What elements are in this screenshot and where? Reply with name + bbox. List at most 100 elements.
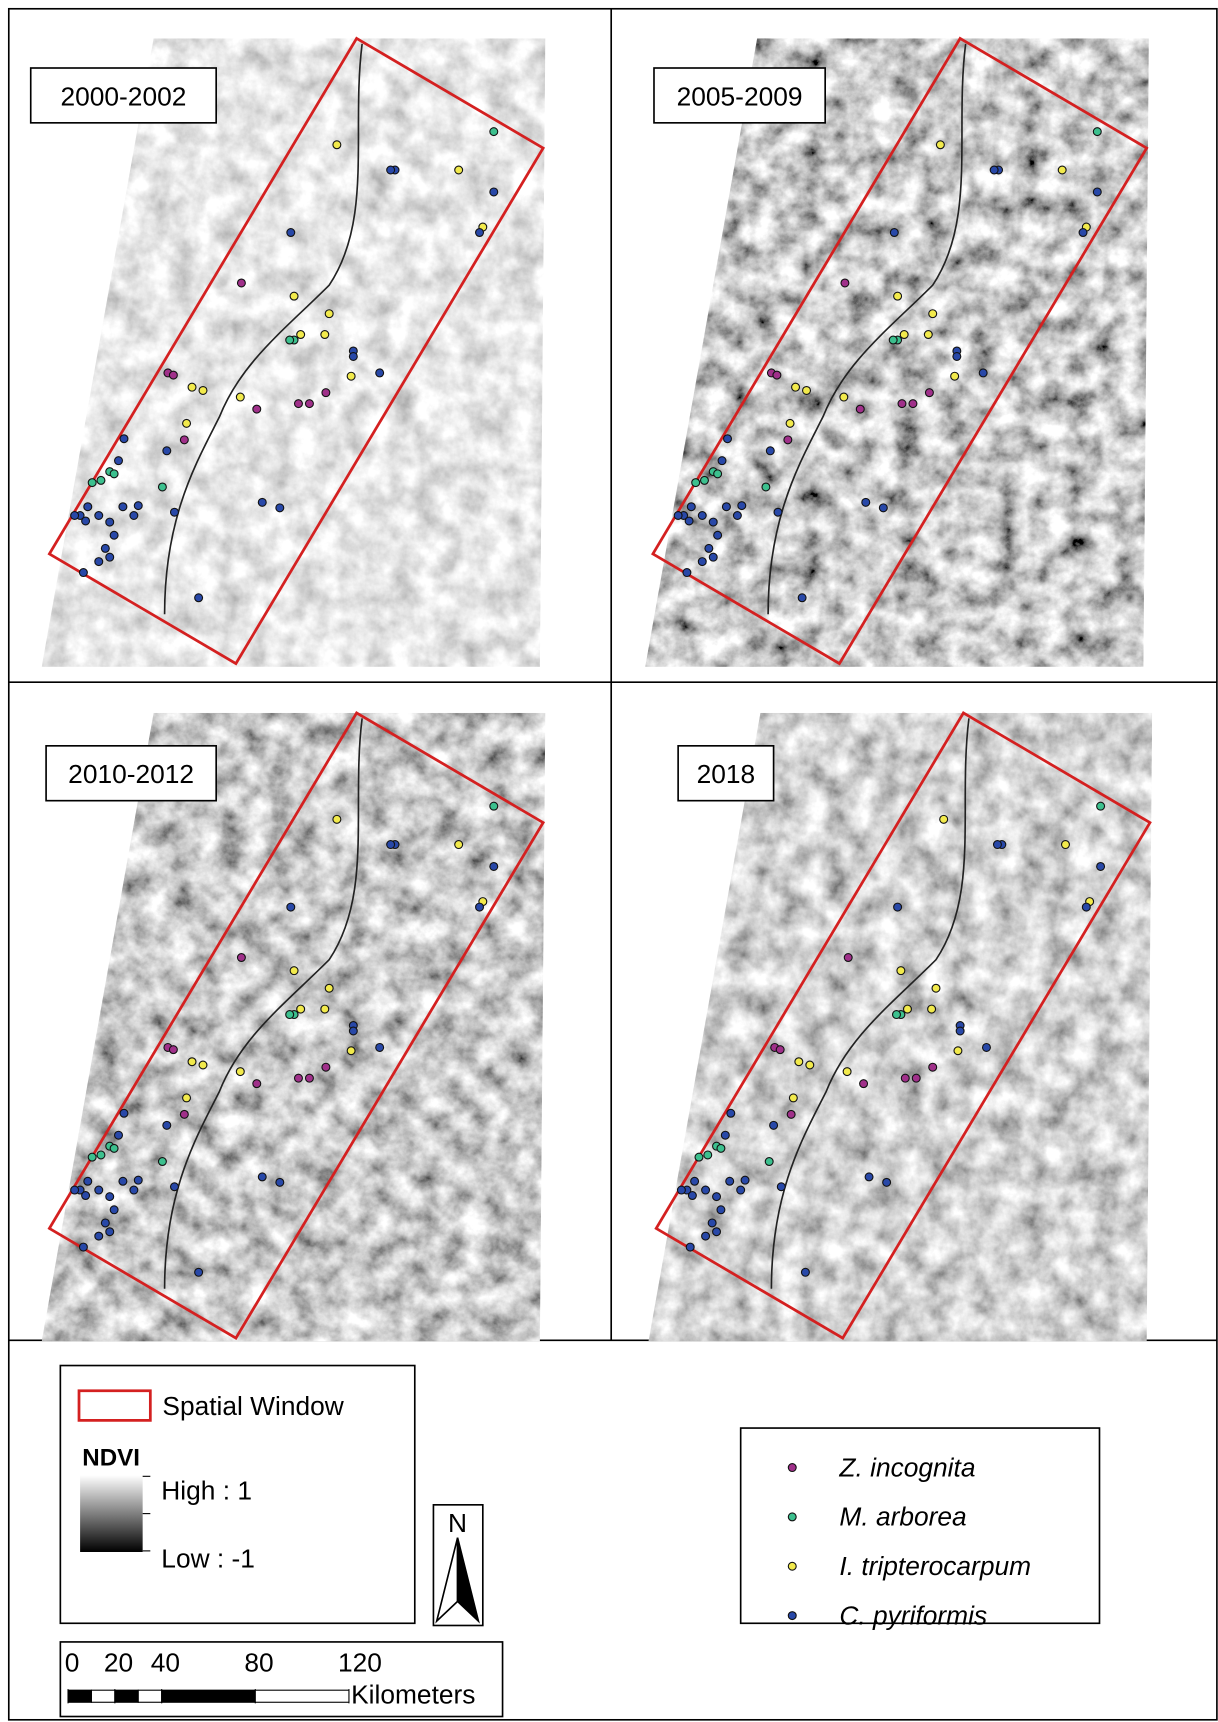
occurrence-point <box>237 954 245 962</box>
occurrence-point <box>695 1153 703 1161</box>
occurrence-point <box>134 1176 142 1184</box>
occurrence-point <box>188 1058 196 1066</box>
occurrence-point <box>702 1232 710 1240</box>
occurrence-point <box>120 1109 128 1117</box>
legend-label: Spatial Window <box>162 1391 344 1421</box>
occurrence-point <box>387 841 395 849</box>
occurrence-point <box>691 1177 699 1185</box>
occurrence-point <box>286 336 294 344</box>
occurrence-point <box>455 166 463 174</box>
species-label: Z. incognita <box>838 1452 975 1482</box>
occurrence-point <box>387 166 395 174</box>
occurrence-point <box>692 479 700 487</box>
occurrence-point <box>119 503 127 511</box>
occurrence-point <box>349 1027 357 1035</box>
occurrence-point <box>115 457 123 465</box>
occurrence-point <box>71 512 79 520</box>
occurrence-point <box>195 594 203 602</box>
ndvi-ramp <box>80 1475 143 1552</box>
occurrence-point <box>954 1047 962 1055</box>
scale-tick-label: 20 <box>104 1648 133 1678</box>
scale-segment <box>138 1690 161 1702</box>
species-swatch <box>788 1513 796 1521</box>
occurrence-point <box>843 1068 851 1076</box>
occurrence-point <box>295 400 303 408</box>
occurrence-point <box>713 1193 721 1201</box>
occurrence-point <box>195 1268 203 1276</box>
occurrence-point <box>120 435 128 443</box>
occurrence-point <box>889 336 897 344</box>
occurrence-point <box>798 594 806 602</box>
occurrence-point <box>110 1206 118 1214</box>
occurrence-point <box>862 498 870 506</box>
species-swatch <box>788 1612 796 1620</box>
occurrence-point <box>1097 802 1105 810</box>
occurrence-point <box>110 470 118 478</box>
occurrence-point <box>713 1228 721 1236</box>
occurrence-point <box>928 1005 936 1013</box>
species-swatch <box>788 1562 796 1570</box>
occurrence-point <box>88 1153 96 1161</box>
occurrence-point <box>71 1186 79 1194</box>
occurrence-point <box>770 1121 778 1129</box>
occurrence-point <box>97 1151 105 1159</box>
occurrence-point <box>253 1080 261 1088</box>
occurrence-point <box>687 503 695 511</box>
occurrence-point <box>106 1228 114 1236</box>
occurrence-point <box>1097 863 1105 871</box>
scale-tick-label: 120 <box>338 1648 382 1678</box>
occurrence-point <box>349 353 357 361</box>
occurrence-point <box>1082 903 1090 911</box>
scale-segment <box>255 1690 349 1702</box>
scale-tick-label: 0 <box>65 1648 80 1678</box>
figure: 2000-20022005-20092010-20122018 Spatial … <box>0 0 1218 1722</box>
occurrence-point <box>476 229 484 237</box>
occurrence-point <box>321 1005 329 1013</box>
occurrence-point <box>900 331 908 339</box>
occurrence-point <box>717 1144 725 1152</box>
occurrence-point <box>912 1074 920 1082</box>
occurrence-point <box>677 1186 685 1194</box>
occurrence-point <box>717 1206 725 1214</box>
occurrence-point <box>134 502 142 510</box>
occurrence-point <box>714 531 722 539</box>
occurrence-point <box>1093 188 1101 196</box>
occurrence-point <box>683 569 691 577</box>
occurrence-point <box>297 1005 305 1013</box>
occurrence-point <box>724 435 732 443</box>
occurrence-point <box>897 967 905 975</box>
species-label: C. pyriformis <box>839 1600 987 1630</box>
occurrence-point <box>82 517 90 525</box>
occurrence-point <box>704 1151 712 1159</box>
occurrence-point <box>183 419 191 427</box>
occurrence-point <box>333 815 341 823</box>
occurrence-point <box>95 1232 103 1240</box>
occurrence-point <box>88 479 96 487</box>
scale-unit: Kilometers <box>351 1679 475 1709</box>
occurrence-point <box>188 383 196 391</box>
occurrence-point <box>97 476 105 484</box>
occurrence-point <box>476 903 484 911</box>
occurrence-point <box>979 369 987 377</box>
occurrence-point <box>490 802 498 810</box>
occurrence-point <box>762 483 770 491</box>
occurrence-point <box>110 1144 118 1152</box>
occurrence-point <box>737 1186 745 1194</box>
occurrence-point <box>909 400 917 408</box>
scale-segment <box>162 1690 256 1702</box>
occurrence-point <box>840 393 848 401</box>
occurrence-point <box>901 1074 909 1082</box>
occurrence-point <box>276 504 284 512</box>
occurrence-point <box>376 369 384 377</box>
occurrence-point <box>929 310 937 318</box>
occurrence-point <box>322 1063 330 1071</box>
occurrence-point <box>290 292 298 300</box>
occurrence-point <box>347 372 355 380</box>
scale-tick-label: 80 <box>244 1648 273 1678</box>
occurrence-point <box>106 1193 114 1201</box>
occurrence-point <box>305 1074 313 1082</box>
occurrence-point <box>82 1192 90 1200</box>
occurrence-point <box>727 1109 735 1117</box>
occurrence-point <box>180 1110 188 1118</box>
legend-label: Low : -1 <box>161 1543 255 1573</box>
